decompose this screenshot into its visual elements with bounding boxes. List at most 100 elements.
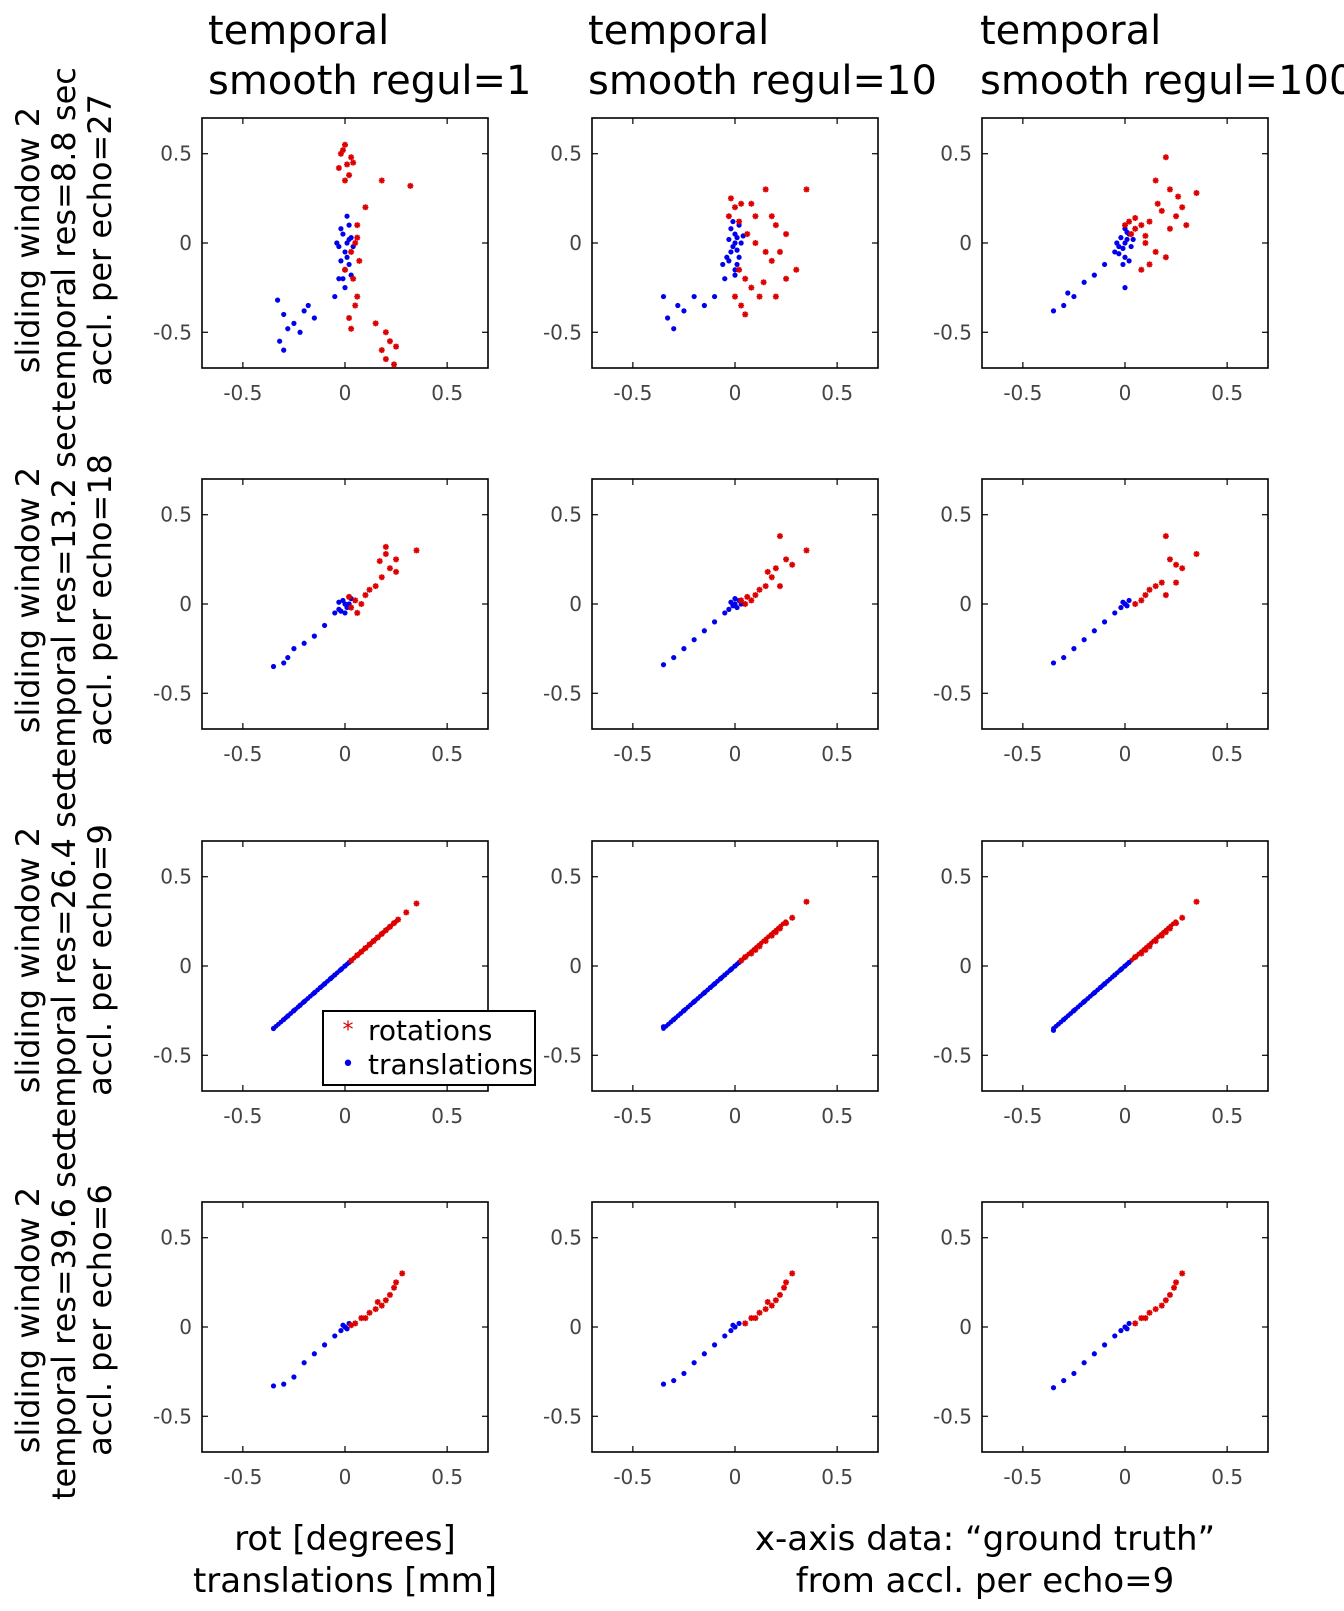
x-tick-label: 0 — [729, 381, 742, 405]
rotation-point — [1132, 601, 1139, 607]
rotation-point — [1138, 597, 1145, 604]
translation-point — [1118, 235, 1124, 241]
translation-point — [726, 606, 732, 612]
y-tick-label: -0.5 — [153, 681, 192, 705]
rotation-point — [348, 325, 355, 332]
x-tick-label: 0.5 — [821, 1104, 853, 1128]
x-tick-label: -0.5 — [1003, 1465, 1042, 1489]
y-tick-label: 0.5 — [550, 865, 582, 889]
rotation-point — [376, 558, 383, 565]
x-tick-label: 0 — [1119, 742, 1132, 766]
scatter-panel-r1-c1: -0.5 0 0.5 0.5 0 -0.5 — [150, 117, 489, 438]
rotation-point — [1132, 1320, 1139, 1327]
x-tick-label: -0.5 — [223, 381, 262, 405]
translation-point — [342, 285, 348, 291]
translation-point — [660, 1024, 667, 1030]
rotation-point — [339, 147, 346, 154]
rotation-point — [378, 1302, 385, 1309]
rotation-point — [346, 593, 353, 600]
translation-point — [281, 311, 287, 318]
rotation-point — [762, 248, 769, 255]
translation-point — [671, 1377, 677, 1384]
bottom-right-caption: x-axis data: “ground truth” from accl. p… — [700, 1518, 1270, 1602]
rotation-point — [738, 200, 745, 207]
rotation-point — [1166, 556, 1173, 563]
rotation-point — [772, 1297, 779, 1304]
rotation-point — [374, 1299, 381, 1305]
rotation-point — [772, 293, 779, 300]
legend-marker-translations: • — [341, 1052, 355, 1077]
rotation-point — [752, 1315, 759, 1322]
x-tick-label: 0.5 — [821, 742, 853, 766]
x-tick-label: 0 — [1119, 1104, 1132, 1128]
rotation-point — [1152, 938, 1159, 944]
rotation-point — [358, 948, 365, 955]
rotation-point — [803, 186, 810, 193]
translation-point — [1101, 1342, 1108, 1348]
y-tick-label: 0 — [959, 1315, 972, 1339]
translation-point — [724, 254, 730, 260]
translation-point — [1091, 628, 1097, 634]
rotation-point — [1179, 204, 1186, 211]
rotation-point — [378, 930, 385, 937]
translation-point — [1122, 285, 1128, 291]
scatter-panel-r3-c3: -0.5 0 0.5 0.5 0 -0.5 — [930, 840, 1269, 1161]
points-group — [660, 898, 810, 1031]
rotation-point — [382, 356, 389, 363]
rotation-point — [742, 601, 749, 607]
row-label-4: sliding window 2 temporal res=39.6 sec a… — [9, 1134, 130, 1500]
translation-point — [291, 320, 297, 326]
y-tick-label: 0.5 — [160, 503, 192, 527]
rotation-point — [1142, 946, 1149, 953]
translation-point — [281, 1016, 287, 1023]
translation-point — [1091, 1351, 1097, 1357]
translation-point — [1081, 279, 1087, 285]
rotation-point — [789, 1270, 796, 1277]
rotation-point — [1132, 215, 1139, 221]
rotation-point — [1173, 1279, 1180, 1286]
rotation-point — [760, 279, 767, 286]
rotation-point — [352, 597, 359, 604]
y-tick-label: -0.5 — [933, 681, 972, 705]
x-tick-label: -0.5 — [223, 1465, 262, 1489]
translation-point — [1091, 272, 1097, 278]
rotation-point — [1146, 261, 1153, 268]
translation-point — [736, 1320, 742, 1327]
rotation-point — [354, 609, 361, 616]
rotation-point — [1193, 898, 1200, 905]
y-tick-label: -0.5 — [153, 1043, 192, 1067]
rotation-point — [1166, 925, 1173, 932]
translation-point — [285, 654, 291, 661]
y-tick-label: 0 — [569, 231, 582, 255]
rotation-point — [1162, 592, 1169, 599]
x-tick-label: 0.5 — [431, 381, 463, 405]
row-label-3-line2: temporal res=26.4 sec — [45, 773, 83, 1140]
translation-point — [736, 254, 742, 260]
y-tick-label: -0.5 — [153, 1404, 192, 1428]
rotation-point — [768, 213, 775, 220]
translation-point — [270, 1383, 277, 1389]
translation-point — [726, 236, 732, 243]
rotation-point — [1142, 592, 1149, 599]
translation-point — [1050, 660, 1057, 666]
translation-point — [305, 302, 311, 309]
rotation-point — [1171, 1284, 1178, 1291]
rotation-point — [756, 943, 763, 950]
x-tick-label: -0.5 — [223, 1104, 262, 1128]
rotation-point — [391, 361, 398, 368]
y-tick-label: 0.5 — [940, 503, 972, 527]
rotation-point — [362, 204, 369, 211]
scatter-svg-r3-c2: -0.5 0 0.5 0.5 0 -0.5 — [543, 840, 879, 1128]
rotation-point — [358, 1315, 365, 1322]
scatter-panel-r3-c1: -0.5 0 0.5 0.5 0 -0.5 — [150, 840, 489, 1161]
bottom-left-caption: rot [degrees] translations [mm] — [190, 1518, 500, 1602]
rotation-point — [1122, 222, 1128, 229]
rotation-point — [352, 1320, 359, 1327]
translation-point — [1114, 240, 1120, 246]
column-title-1-line2: smooth regul=1 — [208, 58, 532, 104]
rotation-point — [348, 957, 355, 964]
translation-point — [722, 276, 728, 282]
rotation-point — [762, 583, 769, 590]
rotation-point — [342, 177, 348, 184]
translation-point — [701, 628, 707, 634]
